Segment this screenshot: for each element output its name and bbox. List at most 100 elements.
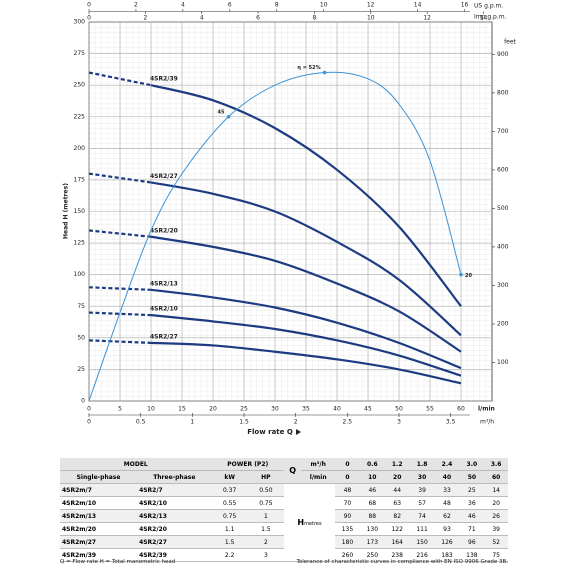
table-cell: 46 [359,483,385,497]
table-cell: 4SR2/27 [137,535,212,549]
table-row: 4SR2m/39 4SR2/39 2.2 3 260 250 238 216 183 138 75 [60,548,508,562]
y-tick-label: 25 [77,366,85,373]
table-cell: 0.37 [211,483,248,497]
y-tick-label: 225 [74,113,86,120]
x-tick-label: 0 [87,406,91,413]
table-cell: 164 [384,535,410,549]
y2-tick-label: 800 [497,89,509,96]
arrow-icon [296,429,301,435]
x-tick-label: 55 [426,406,434,413]
pump-curve [150,313,462,377]
table-cell: 0.55 [211,496,248,510]
header-cell: l/min [301,470,335,484]
x-unit: l/min [478,406,495,413]
x2-tick-label: 2 [294,419,298,426]
header-cell: MODEL [60,458,212,471]
table-row: 4SR2m/10 4SR2/10 0.55 0.75 70 68 63 57 48 36 20 [60,496,508,510]
table-cell: 57 [409,496,435,510]
y2-unit: feet [504,39,516,46]
table-cell: 150 [409,535,435,549]
table-cell: 4SR2m/20 [60,522,138,536]
note: Q = Flow rate H = Total manometric head [60,559,176,565]
curve-label: 4SR2/27 [150,333,178,340]
header-cell: HP [247,470,284,484]
h-cell: Hmetres [284,483,335,562]
pump-curve [88,311,152,317]
table-cell: 68 [359,496,385,510]
pump-curve [88,71,152,87]
y-tick-label: 150 [74,208,86,215]
top-tick-label: 4 [181,2,185,9]
table-cell: 4SR2m/7 [60,483,138,497]
table-cell: 26 [484,509,508,523]
x-tick-label: 5 [118,406,122,413]
top2-tick-label: 12 [423,15,431,22]
pump-curve [150,84,462,307]
header-cell: 30 [409,470,435,484]
y2-tick-label: 100 [497,359,509,366]
top2-unit: Imp g.p.m. [474,14,507,21]
y-tick-label: 50 [77,334,85,341]
pump-curve [88,286,152,291]
header-cell: 0.6 [359,458,385,471]
table-cell: 71 [459,522,485,536]
curve-label: 4SR2/13 [150,280,178,287]
table-cell: 4SR2m/27 [60,535,138,549]
efficiency-point [322,70,327,75]
table-cell: 93 [434,522,460,536]
table-cell: 130 [359,522,385,536]
header-cell: Q [284,458,302,484]
table-cell: 63 [384,496,410,510]
table-cell: 88 [359,509,385,523]
table-cell: 36 [459,496,485,510]
table-cell: 0.75 [211,509,248,523]
x2-tick-label: 1 [190,419,194,426]
header-cell: 0 [334,470,360,484]
table-row: 4SR2m/7 4SR2/7 0.37 0.50 Hmetres 48 46 44 39 33 25… [60,483,508,562]
header-cell: Three-phase [137,470,212,484]
table-cell: 4SR2/7 [137,483,212,497]
table-cell: 4SR2m/39 [60,548,138,562]
efficiency-label: 20 [465,273,472,279]
table-cell: 4SR2/10 [137,496,212,510]
efficiency-curve [88,71,462,402]
x-tick-label: 20 [209,406,217,413]
top-tick-label: 16 [461,2,469,9]
efficiency-point [226,114,231,119]
header-cell: 1.2 [384,458,410,471]
x2-tick-label: 2.5 [343,419,353,426]
table-cell: 39 [409,483,435,497]
table-cell: 1.1 [211,522,248,536]
table-cell: 0.75 [247,496,284,510]
table-cell: 75 [484,548,508,562]
header-cell: 50 [459,470,485,484]
y-tick-label: 125 [74,240,86,247]
curve-label: 4SR2/27 [150,173,178,180]
table-cell: 20 [484,496,508,510]
table-cell: 2.2 [211,548,248,562]
x2-tick-label: 0.5 [136,419,146,426]
y-tick-label: 300 [74,19,86,26]
x2-unit: m³/h [480,419,494,426]
pump-curve [88,339,152,344]
header-cell: Single-phase [60,470,138,484]
y2-tick-label: 300 [497,282,509,289]
table-row: 4SR2m/13 4SR2/13 0.75 1 90 88 82 74 62 46 26 [60,509,508,523]
curve-label: 4SR2/39 [150,76,178,83]
x-tick-label: 10 [147,406,155,413]
pump-curve [88,172,152,184]
x-tick-label: 25 [240,406,248,413]
header-cell: 60 [484,470,508,484]
table-cell: 39 [484,522,508,536]
top-tick-label: 0 [87,2,91,9]
x-axis-label: Flow rate Q [247,428,293,436]
table-cell: 111 [409,522,435,536]
top-unit: US g.p.m. [474,3,503,10]
header-cell: kW [211,470,248,484]
table-cell: 238 [384,548,410,562]
h-unit: metres [304,521,322,527]
pump-curve [88,229,152,238]
table-cell: 260 [334,548,360,562]
table-cell: 46 [459,509,485,523]
